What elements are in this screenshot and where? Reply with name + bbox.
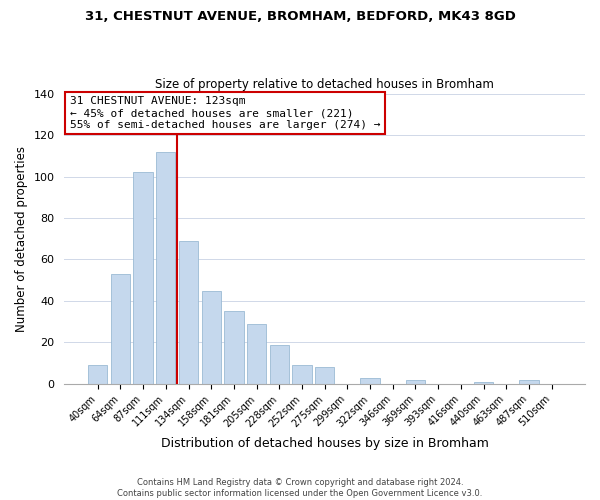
X-axis label: Distribution of detached houses by size in Bromham: Distribution of detached houses by size … — [161, 437, 488, 450]
Text: 31 CHESTNUT AVENUE: 123sqm
← 45% of detached houses are smaller (221)
55% of sem: 31 CHESTNUT AVENUE: 123sqm ← 45% of deta… — [70, 96, 380, 130]
Bar — [179, 241, 198, 384]
Bar — [133, 172, 153, 384]
Bar — [247, 324, 266, 384]
Bar — [520, 380, 539, 384]
Bar — [111, 274, 130, 384]
Bar — [292, 366, 311, 384]
Bar — [224, 312, 244, 384]
Text: Contains HM Land Registry data © Crown copyright and database right 2024.
Contai: Contains HM Land Registry data © Crown c… — [118, 478, 482, 498]
Bar — [361, 378, 380, 384]
Bar — [474, 382, 493, 384]
Title: Size of property relative to detached houses in Bromham: Size of property relative to detached ho… — [155, 78, 494, 91]
Y-axis label: Number of detached properties: Number of detached properties — [15, 146, 28, 332]
Bar — [269, 344, 289, 384]
Bar — [315, 368, 334, 384]
Bar — [156, 152, 175, 384]
Bar — [88, 366, 107, 384]
Text: 31, CHESTNUT AVENUE, BROMHAM, BEDFORD, MK43 8GD: 31, CHESTNUT AVENUE, BROMHAM, BEDFORD, M… — [85, 10, 515, 23]
Bar — [202, 290, 221, 384]
Bar — [406, 380, 425, 384]
